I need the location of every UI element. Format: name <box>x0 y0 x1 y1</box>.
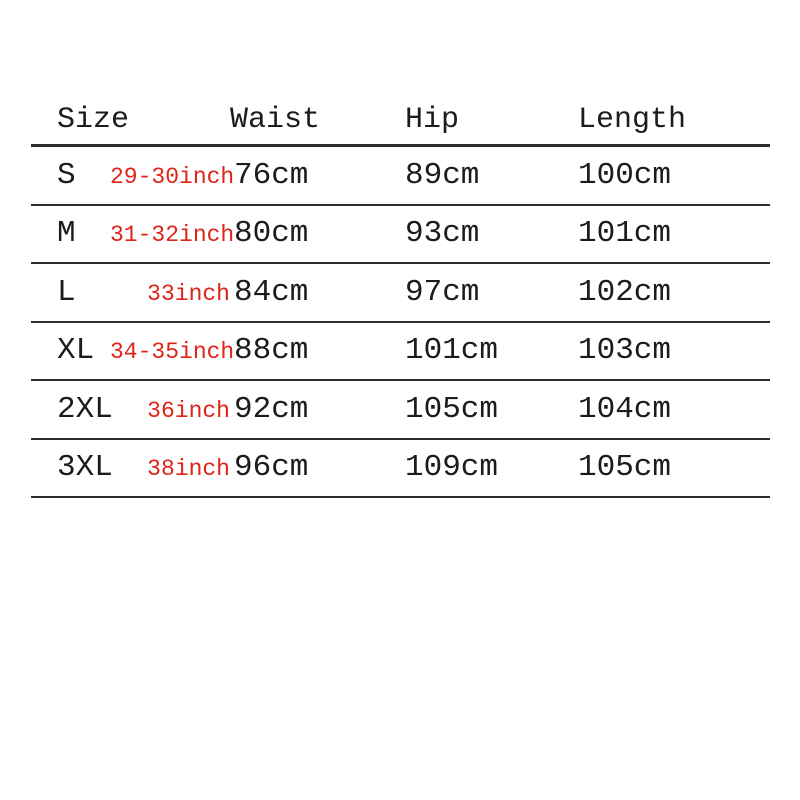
size-chart-body: S 29-30inch 76cm 89cm 100cm M 31-32inch … <box>31 147 770 498</box>
length-cell: 104cm <box>578 391 672 427</box>
table-row: 2XL 36inch 92cm 105cm 104cm <box>31 381 770 440</box>
hip-cell: 93cm <box>405 216 480 252</box>
column-header-waist-inch-spacer <box>110 137 230 146</box>
waist-cm-cell: 92cm <box>234 391 309 427</box>
waist-inch-cell: 36inch <box>147 397 230 424</box>
column-header-hip: Hip <box>405 103 460 137</box>
table-row: S 29-30inch 76cm 89cm 100cm <box>31 147 770 206</box>
hip-cell: 101cm <box>405 333 499 369</box>
size-chart-table: Size Waist Hip Length S 29-30inch 76cm 8… <box>31 81 770 498</box>
size-label-cell: 2XL <box>57 391 113 427</box>
waist-cm-cell: 96cm <box>234 450 309 486</box>
table-row: M 31-32inch 80cm 93cm 101cm <box>31 206 770 264</box>
length-cell: 105cm <box>578 450 672 486</box>
length-cell: 102cm <box>578 274 672 310</box>
size-label-cell: S <box>57 157 76 193</box>
waist-cm-cell: 80cm <box>234 216 309 252</box>
hip-cell: 89cm <box>405 157 480 193</box>
size-chart-header-row: Size Waist Hip Length <box>31 81 770 147</box>
column-header-waist: Waist <box>230 103 321 137</box>
waist-inch-cell: 31-32inch <box>110 222 235 249</box>
waist-cm-cell: 88cm <box>234 333 309 369</box>
hip-cell: 97cm <box>405 274 480 310</box>
waist-inch-cell: 38inch <box>147 456 230 483</box>
size-label-cell: 3XL <box>57 450 113 486</box>
length-cell: 100cm <box>578 157 672 193</box>
length-cell: 101cm <box>578 216 672 252</box>
hip-cell: 105cm <box>405 391 499 427</box>
waist-cm-cell: 84cm <box>234 274 309 310</box>
waist-inch-cell: 34-35inch <box>110 339 235 366</box>
column-header-size: Size <box>57 103 130 137</box>
size-label-cell: M <box>57 216 76 252</box>
waist-inch-cell: 29-30inch <box>110 163 235 190</box>
table-row: 3XL 38inch 96cm 109cm 105cm <box>31 440 770 498</box>
size-label-cell: L <box>57 274 76 310</box>
column-header-length: Length <box>578 103 687 137</box>
table-row: XL 34-35inch 88cm 101cm 103cm <box>31 323 770 381</box>
table-row: L 33inch 84cm 97cm 102cm <box>31 264 770 323</box>
hip-cell: 109cm <box>405 450 499 486</box>
waist-inch-cell: 33inch <box>147 280 230 307</box>
size-label-cell: XL <box>57 333 95 369</box>
waist-cm-cell: 76cm <box>234 157 309 193</box>
length-cell: 103cm <box>578 333 672 369</box>
